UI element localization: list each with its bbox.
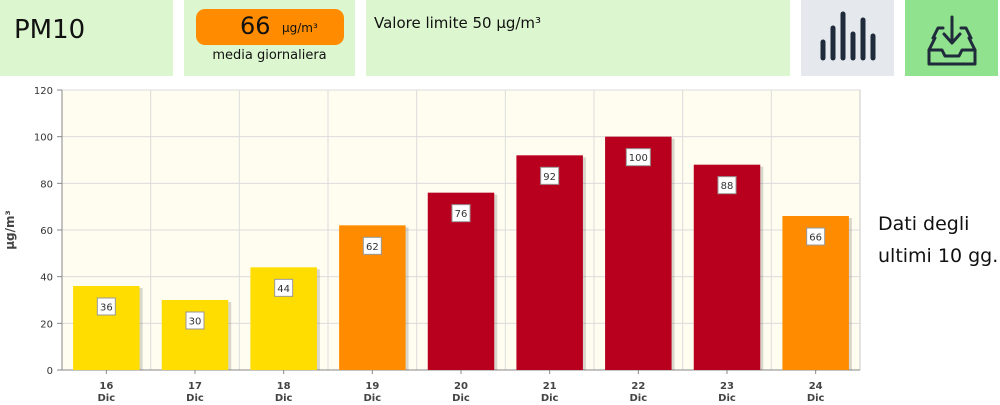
bar [427, 192, 495, 370]
download-button[interactable] [905, 0, 998, 76]
data-label: 44 [277, 284, 290, 295]
data-label: 66 [809, 233, 822, 244]
data-label-box [806, 227, 826, 246]
x-tick-label-month: Dic [186, 393, 204, 404]
data-label: 36 [100, 303, 113, 314]
x-tick-label-day: 18 [277, 381, 291, 392]
y-tick-label: 0 [47, 366, 53, 377]
data-label-box [717, 176, 737, 195]
data-label: 100 [629, 153, 648, 164]
y-tick-label: 120 [34, 86, 53, 97]
chart-view-button[interactable] [801, 0, 894, 76]
limit-value-text: Valore limite 50 μg/m³ [374, 14, 542, 32]
x-tick-label-month: Dic [718, 393, 736, 404]
y-tick-label: 20 [40, 319, 53, 330]
bar [605, 136, 672, 370]
data-label-box [540, 166, 560, 185]
y-tick-label: 80 [40, 179, 53, 190]
pollutant-title: PM10 [14, 15, 86, 45]
daily-average-panel: 66 μg/m³ media giornaliera [184, 0, 355, 76]
x-tick-label-day: 16 [99, 381, 113, 392]
side-note-line-1: Dati degli [878, 213, 970, 235]
daily-average-badge: 66 μg/m³ [196, 9, 344, 45]
side-note: Dati degli ultimi 10 gg. [878, 208, 998, 272]
bar [693, 164, 761, 370]
x-tick-label-day: 22 [631, 381, 645, 392]
daily-average-caption: media giornaliera [212, 48, 327, 63]
daily-average-unit: μg/m³ [282, 21, 318, 35]
data-label-box [625, 148, 651, 167]
daily-average-value: 66 [240, 12, 271, 40]
data-label-box [274, 278, 294, 297]
data-label: 88 [721, 181, 734, 192]
x-tick-label-day: 23 [720, 381, 734, 392]
x-tick-label-month: Dic [541, 393, 559, 404]
limit-panel: Valore limite 50 μg/m³ [366, 0, 790, 76]
data-label: 30 [189, 317, 202, 328]
pollutant-panel: PM10 [0, 0, 173, 76]
data-label: 92 [543, 172, 556, 183]
data-label-box [96, 297, 116, 316]
y-tick-label: 100 [34, 133, 53, 144]
x-tick-label-day: 17 [188, 381, 202, 392]
side-note-line-2: ultimi 10 gg. [878, 245, 999, 267]
x-tick-label-day: 20 [454, 381, 468, 392]
bar [516, 155, 583, 370]
x-tick-label-day: 21 [543, 381, 557, 392]
y-axis-label: μg/m³ [3, 210, 17, 250]
x-tick-label-month: Dic [275, 393, 293, 404]
x-tick-label-month: Dic [364, 393, 382, 404]
bar [161, 300, 229, 370]
y-tick-label: 40 [40, 273, 53, 284]
download-tray-icon [927, 15, 977, 66]
x-tick-label-day: 19 [365, 381, 379, 392]
pm10-bar-chart: 020406080100120μg/m³3616Dic3017Dic4418Di… [3, 86, 861, 404]
y-tick-label: 60 [40, 226, 53, 237]
data-label: 76 [455, 209, 468, 220]
x-tick-label-month: Dic [452, 393, 470, 404]
data-label-box [362, 236, 382, 255]
data-label: 62 [366, 242, 379, 253]
data-label-box [451, 204, 471, 223]
x-tick-label-month: Dic [98, 393, 116, 404]
x-tick-label-day: 24 [809, 381, 823, 392]
data-label-box [185, 311, 205, 330]
bar-chart-icon [820, 11, 876, 61]
x-tick-label-month: Dic [807, 393, 825, 404]
x-tick-label-month: Dic [630, 393, 648, 404]
